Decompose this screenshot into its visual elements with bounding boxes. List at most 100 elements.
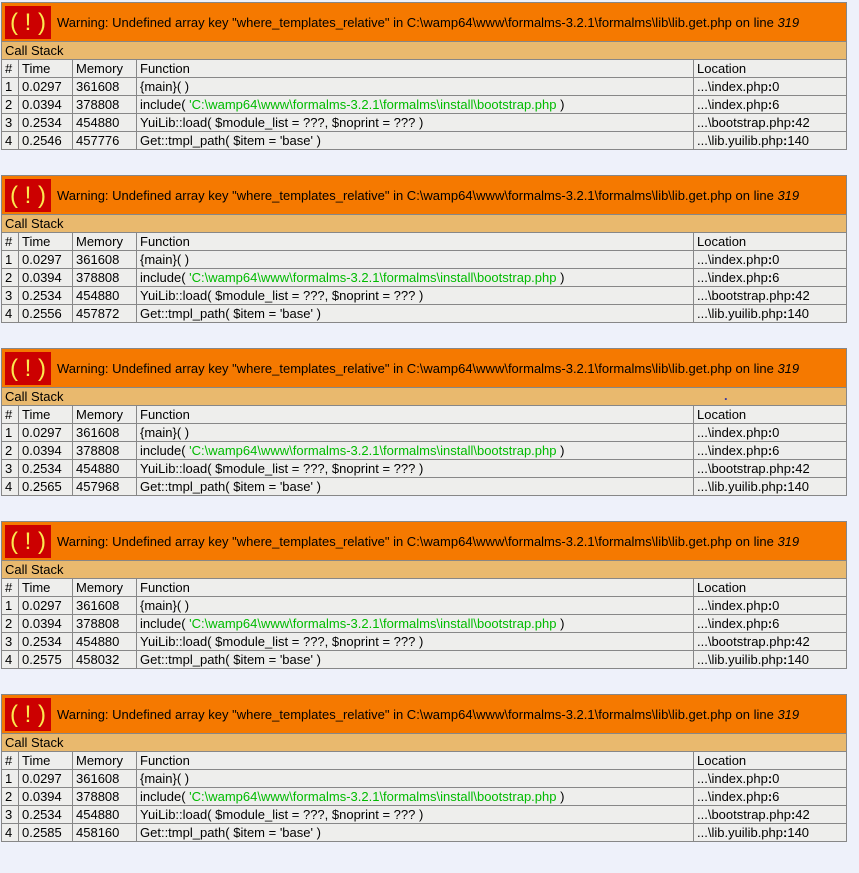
call-stack-entry-row: 1 0.0297 361608 {main}( ) ...\index.php:… <box>1 769 848 788</box>
location-colon: : <box>767 771 773 786</box>
location-line: 6 <box>772 443 780 458</box>
cell-memory: 361608 <box>72 423 137 442</box>
function-text-close: ) <box>556 270 565 285</box>
warning-header-row: ( ! ) Warning: Undefined array key "where… <box>0 2 848 42</box>
warning-line-number: 319 <box>777 360 800 376</box>
warning-line-number: 319 <box>777 187 800 203</box>
location-line: 140 <box>787 133 810 148</box>
cell-memory: 361608 <box>72 596 137 615</box>
location-colon: : <box>790 115 796 130</box>
cell-depth: 3 <box>1 286 19 305</box>
location-line: 140 <box>787 825 810 840</box>
cell-depth: 4 <box>1 650 19 669</box>
warning-header-row: ( ! ) Warning: Undefined array key "where… <box>0 348 848 388</box>
cell-location: ...\bootstrap.php:42 <box>692 286 848 305</box>
warning-message-text: Warning: Undefined array key "where_temp… <box>57 706 778 722</box>
call-stack-label: Call Stack <box>5 389 64 404</box>
location-colon: : <box>790 288 796 303</box>
cell-location: ...\index.php:6 <box>692 787 848 806</box>
cell-location: ...\index.php:0 <box>692 77 848 96</box>
function-text-close: ) <box>556 443 565 458</box>
warning-icon: ( ! ) <box>5 524 51 558</box>
cell-depth: 4 <box>1 823 19 842</box>
location-colon: : <box>783 652 788 667</box>
cell-depth: 4 <box>1 477 19 496</box>
call-stack-label: Call Stack <box>5 43 64 58</box>
call-stack-header-cell: Call Stack <box>0 560 848 579</box>
column-header-function: Function <box>136 405 694 424</box>
cell-time: 0.0297 <box>18 423 73 442</box>
call-stack-entry-row: 3 0.2534 454880 YuiLib::load( $module_li… <box>1 459 848 478</box>
cell-time: 0.0297 <box>18 769 73 788</box>
column-header-function: Function <box>136 578 694 597</box>
call-stack-header-row: Call Stack. <box>0 387 848 406</box>
location-line: 0 <box>772 598 780 613</box>
column-header-memory: Memory <box>72 751 137 770</box>
location-line: 42 <box>795 115 810 130</box>
location-line: 140 <box>787 479 810 494</box>
cell-location: ...\index.php:6 <box>692 614 848 633</box>
warning-icon: ( ! ) <box>5 697 51 731</box>
cell-location: ...\index.php:0 <box>692 769 848 788</box>
column-header-memory: Memory <box>72 232 137 251</box>
column-header-row: # Time Memory Function Location <box>1 578 848 597</box>
column-header-time: Time <box>18 405 73 424</box>
location-colon: : <box>767 97 773 112</box>
cell-depth: 2 <box>1 787 19 806</box>
error-page: { "page_background": "#eef1fa", "colors"… <box>0 2 848 842</box>
cell-time: 0.0297 <box>18 596 73 615</box>
cell-location: ...\bootstrap.php:42 <box>692 632 848 651</box>
warning-message-text: Warning: Undefined array key "where_temp… <box>57 360 778 376</box>
cell-function: Get::tmpl_path( $item = 'base' ) <box>136 823 694 842</box>
function-text: {main}( ) <box>140 252 190 267</box>
cell-depth: 1 <box>1 596 19 615</box>
call-stack-header-cell: Call Stack <box>0 733 848 752</box>
location-file: ...\lib.yuilib.php <box>697 825 783 840</box>
function-text: YuiLib::load( $module_list = ???, $nopri… <box>140 115 424 130</box>
function-text-close: ) <box>556 616 565 631</box>
location-colon: : <box>767 425 773 440</box>
cell-function: Get::tmpl_path( $item = 'base' ) <box>136 131 694 150</box>
location-line: 42 <box>795 288 810 303</box>
call-stack-header-row: Call Stack <box>0 733 848 752</box>
function-string-argument: 'C:\wamp64\www\formalms-3.2.1\formalms\i… <box>189 270 557 285</box>
call-stack-entry-row: 4 0.2575 458032 Get::tmpl_path( $item = … <box>1 650 848 669</box>
cell-function: YuiLib::load( $module_list = ???, $nopri… <box>136 459 694 478</box>
warning-header-cell: ( ! ) Warning: Undefined array key "where… <box>0 348 848 388</box>
location-line: 6 <box>772 789 780 804</box>
cell-time: 0.0394 <box>18 441 73 460</box>
location-line: 6 <box>772 97 780 112</box>
cell-memory: 378808 <box>72 614 137 633</box>
cell-depth: 3 <box>1 632 19 651</box>
cell-location: ...\lib.yuilib.php:140 <box>692 304 848 323</box>
warning-message: Warning: Undefined array key "where_temp… <box>57 188 799 203</box>
cell-time: 0.0394 <box>18 268 73 287</box>
warning-header-cell: ( ! ) Warning: Undefined array key "where… <box>0 2 848 42</box>
location-file: ...\lib.yuilib.php <box>697 479 783 494</box>
cell-time: 0.2534 <box>18 805 73 824</box>
cell-depth: 2 <box>1 268 19 287</box>
location-file: ...\index.php <box>697 616 768 631</box>
function-text: YuiLib::load( $module_list = ???, $nopri… <box>140 288 424 303</box>
function-text: {main}( ) <box>140 425 190 440</box>
cell-memory: 378808 <box>72 268 137 287</box>
cell-depth: 2 <box>1 95 19 114</box>
function-text: include( <box>140 616 190 631</box>
location-file: ...\index.php <box>697 598 768 613</box>
location-file: ...\bootstrap.php <box>697 288 791 303</box>
cell-depth: 4 <box>1 131 19 150</box>
cell-function: include( 'C:\wamp64\www\formalms-3.2.1\f… <box>136 787 694 806</box>
call-stack-header-row: Call Stack <box>0 41 848 60</box>
location-file: ...\index.php <box>697 79 768 94</box>
stray-dot: . <box>724 388 728 404</box>
cell-function: YuiLib::load( $module_list = ???, $nopri… <box>136 286 694 305</box>
call-stack-entry-row: 2 0.0394 378808 include( 'C:\wamp64\www\… <box>1 268 848 287</box>
column-header-memory: Memory <box>72 578 137 597</box>
location-colon: : <box>767 789 773 804</box>
cell-memory: 378808 <box>72 787 137 806</box>
location-colon: : <box>767 616 773 631</box>
cell-location: ...\index.php:6 <box>692 441 848 460</box>
cell-depth: 2 <box>1 614 19 633</box>
location-colon: : <box>790 461 796 476</box>
function-text-close: ) <box>556 97 565 112</box>
